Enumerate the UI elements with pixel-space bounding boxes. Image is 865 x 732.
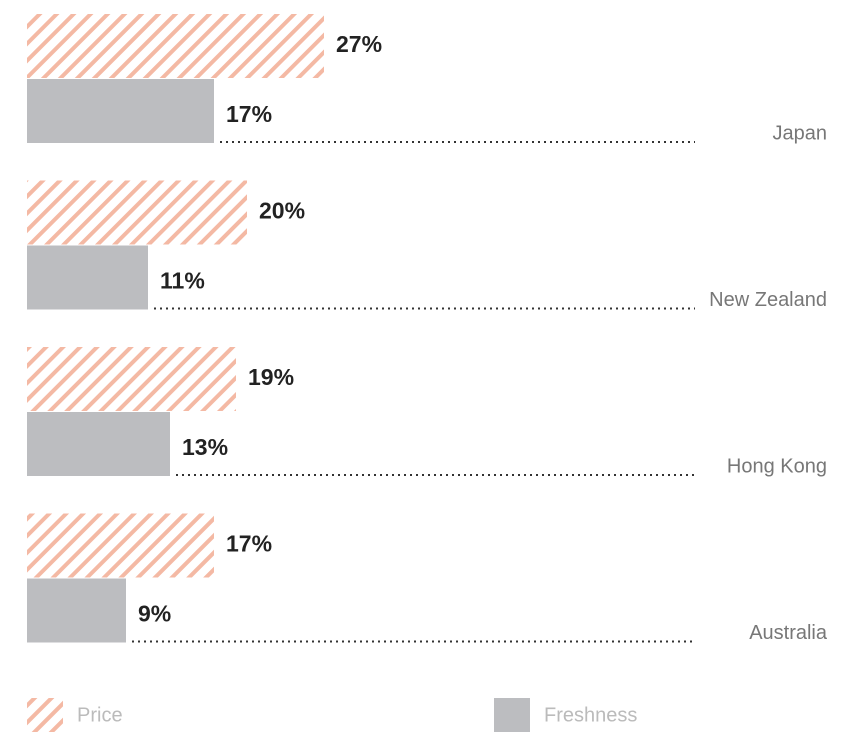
bar xyxy=(27,412,170,476)
category-label: New Zealand xyxy=(709,289,827,311)
bar xyxy=(27,14,324,78)
bar xyxy=(27,79,214,143)
value-label: 17% xyxy=(226,101,272,127)
bar xyxy=(27,245,148,310)
bar xyxy=(27,347,236,411)
value-label: 13% xyxy=(182,434,228,460)
value-label: 17% xyxy=(226,531,272,557)
bar xyxy=(27,578,126,643)
value-label: 9% xyxy=(138,601,171,627)
bar xyxy=(27,513,214,578)
legend-swatch xyxy=(27,698,63,732)
value-label: 20% xyxy=(259,198,305,224)
category-label: Australia xyxy=(749,622,828,644)
value-label: 11% xyxy=(160,268,205,294)
legend-swatch xyxy=(494,698,530,732)
value-label: 19% xyxy=(248,364,294,390)
value-label: 27% xyxy=(336,31,382,57)
bar xyxy=(27,180,247,245)
category-label: Japan xyxy=(773,122,828,144)
legend-label: Price xyxy=(77,704,123,726)
legend-label: Freshness xyxy=(544,704,637,726)
category-label: Hong Kong xyxy=(727,455,827,477)
